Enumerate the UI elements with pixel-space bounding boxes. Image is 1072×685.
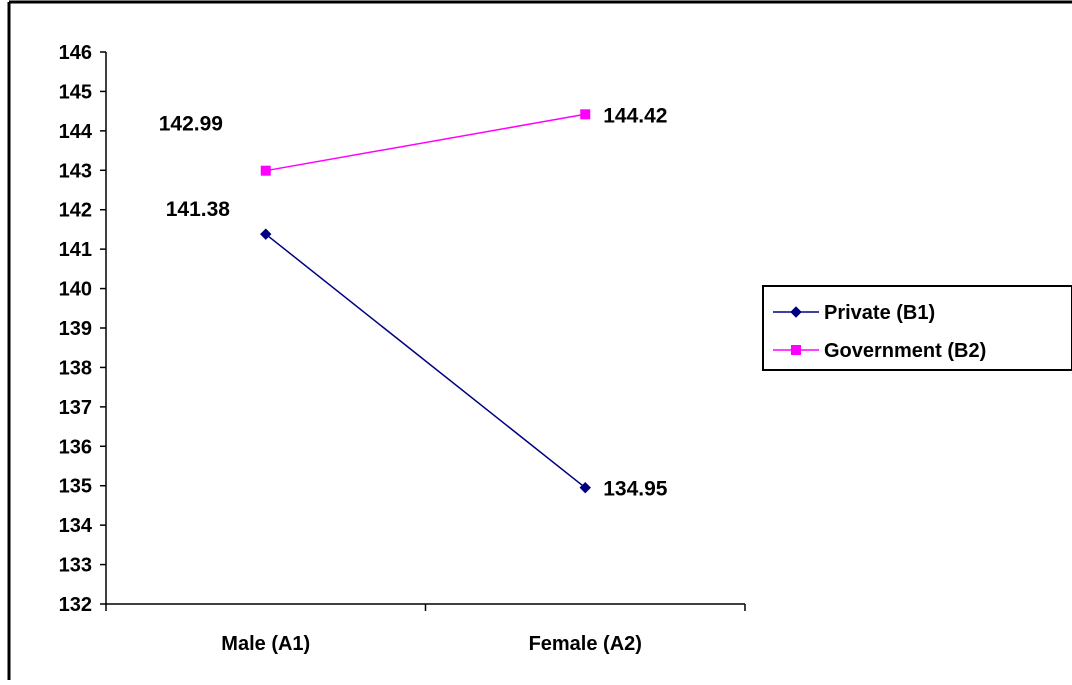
legend-label: Government (B2) [824,340,986,362]
y-tick-label: 132 [59,594,92,616]
y-tick-label: 140 [59,279,92,301]
data-label: 134.95 [603,478,668,501]
y-tick-label: 144 [59,121,93,143]
data-label: 142.99 [159,113,223,136]
legend-label: Private (B1) [824,302,935,324]
x-category-label: Female (A2) [529,633,642,655]
data-point-marker [580,109,591,120]
y-tick-label: 139 [59,318,92,340]
y-tick-label: 142 [59,200,92,222]
data-point-marker [260,228,272,240]
y-tick-label: 146 [59,42,92,64]
data-label: 144.42 [603,104,667,127]
data-point-marker [260,165,271,176]
legend: Private (B1) Government (B2) [762,285,1072,371]
y-tick-label: 137 [59,397,92,419]
chart-border [7,0,1072,680]
legend-marker [790,306,802,318]
legend-box [762,285,1072,371]
y-tick-label: 141 [59,239,92,261]
data-point-marker [579,481,591,494]
y-tick-label: 136 [59,436,92,458]
data-label: 141.38 [166,198,231,221]
y-tick-label: 134 [59,515,93,537]
legend-marker [791,345,801,355]
y-tick-label: 138 [59,357,92,379]
y-tick-label: 135 [59,476,92,498]
series-line-1 [265,233,586,489]
y-tick-label: 143 [59,160,92,182]
series-line-2 [265,113,586,172]
x-category-label: Male (A1) [221,633,310,655]
y-tick-label: 145 [59,81,92,103]
y-tick-label: 133 [59,555,92,577]
